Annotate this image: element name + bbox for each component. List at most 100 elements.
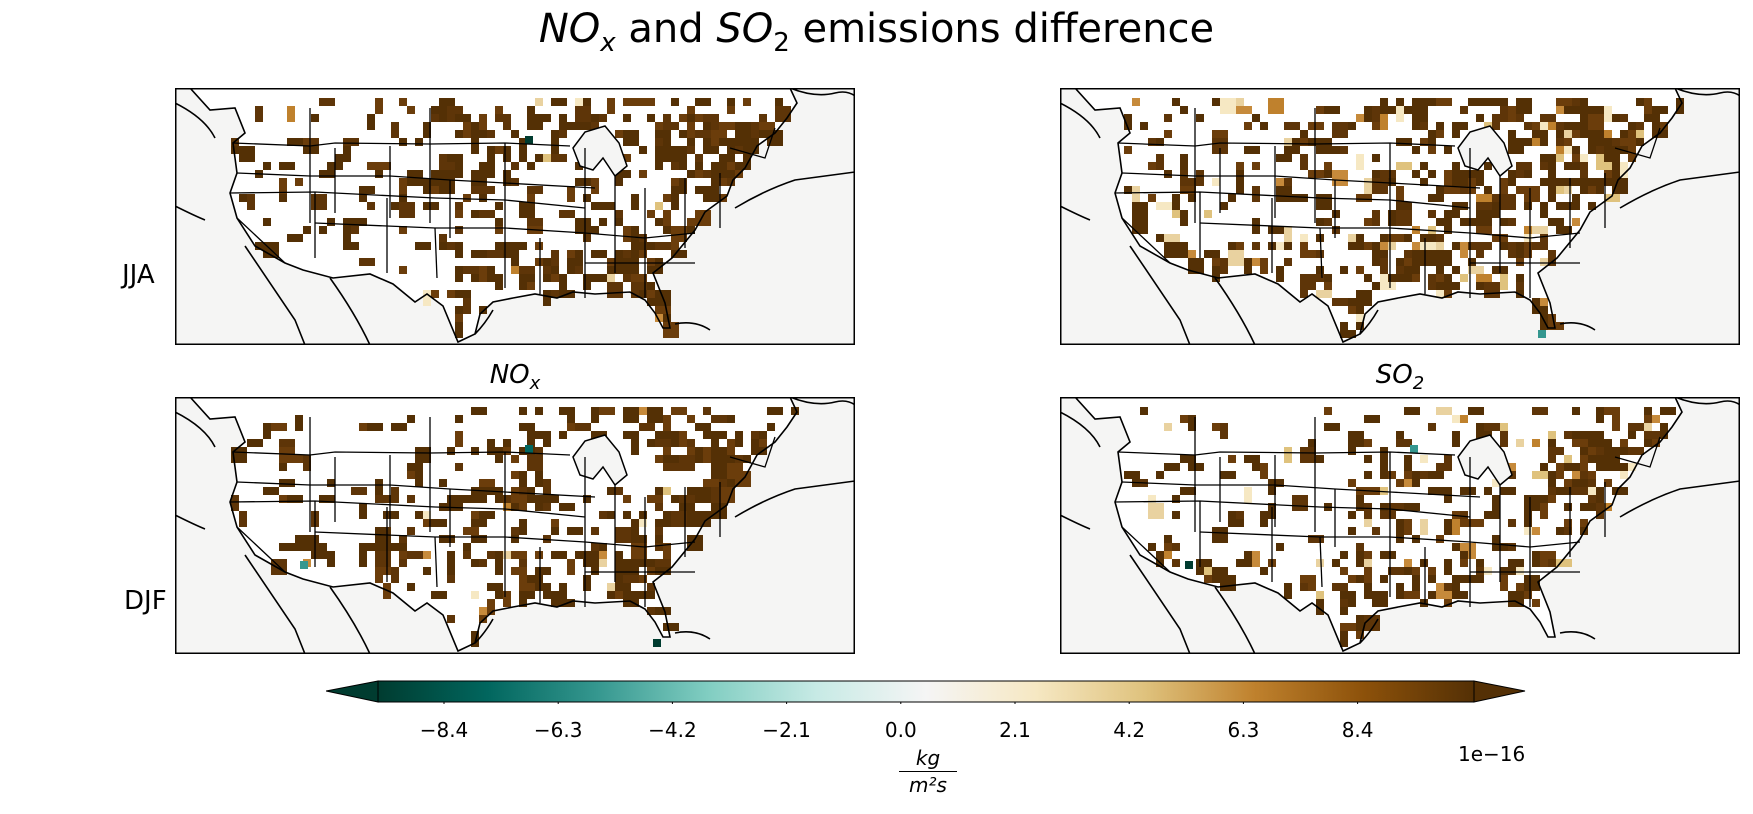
emission-cell <box>375 551 391 567</box>
colorbar-extend-high <box>1473 680 1526 703</box>
emission-cell <box>1548 170 1556 178</box>
emission-cell <box>1404 250 1412 258</box>
emission-cell <box>1276 543 1284 551</box>
emission-cell <box>1460 551 1468 559</box>
emission-cell <box>1452 543 1460 551</box>
emission-cell <box>407 463 415 471</box>
emission-cell <box>471 138 479 154</box>
state-border <box>1117 142 1456 147</box>
emission-cell <box>1316 599 1324 615</box>
emission-cell <box>1388 170 1396 178</box>
emission-cell <box>1476 114 1484 122</box>
emission-cell <box>671 122 679 130</box>
coastline-fragment <box>244 245 306 345</box>
emission-cell <box>455 463 463 471</box>
emission-cell <box>1212 527 1228 535</box>
emission-cell <box>1220 258 1228 274</box>
emission-cell <box>1172 210 1180 218</box>
emission-cell <box>455 202 463 210</box>
emission-cell <box>1428 274 1436 290</box>
emission-cell <box>1492 202 1500 218</box>
great-lakes <box>1457 434 1513 487</box>
emission-cell <box>1316 455 1324 463</box>
state-border <box>1121 217 1171 264</box>
emission-cell <box>559 154 567 162</box>
emission-cell <box>503 114 511 130</box>
emission-cell <box>463 122 471 138</box>
state-border <box>1121 481 1481 498</box>
coastline-fragment <box>474 309 494 335</box>
emission-cell <box>1180 250 1188 258</box>
emission-cell <box>1540 258 1548 266</box>
emission-cell <box>511 258 519 266</box>
emission-cell <box>1252 162 1260 170</box>
emission-cell <box>1548 154 1556 170</box>
emission-cell <box>295 415 303 431</box>
emission-cell <box>1372 527 1380 535</box>
emission-cell <box>479 162 495 178</box>
emission-cell <box>1396 210 1412 226</box>
emission-cell <box>631 519 639 535</box>
emission-cell <box>1532 194 1540 202</box>
coastline <box>1073 88 1683 344</box>
emission-cell <box>327 479 335 487</box>
emission-cell <box>679 178 687 194</box>
state-border <box>729 127 776 159</box>
emission-cell <box>1276 266 1284 282</box>
emission-cell <box>1436 535 1444 543</box>
emission-cell <box>1388 218 1396 226</box>
emission-cell <box>495 106 503 114</box>
emission-cell <box>623 511 631 519</box>
emission-cell <box>1604 106 1612 122</box>
emission-cell <box>591 274 607 282</box>
emission-cell <box>1380 447 1388 463</box>
emission-cell <box>1228 455 1236 463</box>
emission-cell <box>447 615 455 623</box>
emission-cell <box>1652 122 1660 130</box>
emission-cell <box>647 439 655 447</box>
emission-cell <box>431 591 447 599</box>
emission-cell <box>415 455 423 463</box>
emission-cell <box>639 575 647 583</box>
emission-cell <box>1564 162 1580 170</box>
state-border <box>1319 536 1323 588</box>
emission-cell <box>1460 274 1468 282</box>
emission-cell <box>399 226 407 234</box>
emission-cell <box>599 218 607 226</box>
emission-cell <box>1388 511 1396 519</box>
emission-cell <box>439 170 455 178</box>
emission-cell <box>647 559 655 567</box>
emission-cell <box>1156 154 1164 170</box>
emission-cell <box>1284 122 1300 130</box>
emission-cell <box>1212 178 1220 186</box>
emission-cell <box>479 615 487 623</box>
emission-cell <box>695 447 703 463</box>
emission-cell <box>1612 178 1628 194</box>
emission-cell <box>1596 186 1604 194</box>
emission-cell <box>1508 130 1516 138</box>
emission-cell <box>367 202 375 210</box>
emission-cell <box>1500 487 1516 495</box>
emission-cell <box>623 431 639 439</box>
emission-cell <box>1628 146 1636 162</box>
emission-cell <box>359 559 367 567</box>
emission-cell <box>1332 210 1340 218</box>
emission-cell <box>655 519 663 527</box>
map-frame <box>1060 88 1740 345</box>
emission-cell <box>711 146 719 154</box>
emission-cell <box>1308 439 1316 447</box>
emission-cell <box>639 98 655 106</box>
emission-cell <box>1236 242 1244 250</box>
emission-cell <box>423 202 439 210</box>
emission-cell <box>1188 250 1196 258</box>
colorbar-units: kg m²s <box>899 746 957 797</box>
emission-cell <box>1572 407 1580 415</box>
emission-cell <box>535 447 543 455</box>
emission-cell <box>1132 471 1140 487</box>
emission-cell <box>1596 162 1604 170</box>
emission-cell <box>319 98 335 106</box>
emission-cell <box>1404 567 1412 575</box>
emission-cell <box>1476 519 1484 527</box>
emission-cell <box>279 495 287 503</box>
emission-cell <box>1324 407 1332 415</box>
